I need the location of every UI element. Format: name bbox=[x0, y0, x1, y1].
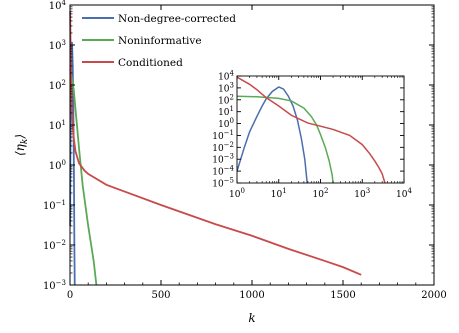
x-tick-label: 500 bbox=[151, 290, 170, 301]
inset-series-line-2 bbox=[237, 95, 334, 183]
x-tick-label: 2000 bbox=[421, 290, 446, 301]
y-tick-label: 10−1 bbox=[43, 199, 66, 212]
y-tick-label: 10−2 bbox=[43, 239, 66, 252]
y-tick-label: 103 bbox=[49, 39, 66, 52]
y-tick-label: 10−3 bbox=[43, 279, 66, 292]
inset-y-tick-label: 10−5 bbox=[212, 177, 234, 190]
inset-x-tick-label: 104 bbox=[396, 187, 412, 200]
y-tick-label: 101 bbox=[49, 119, 66, 132]
series-line-3 bbox=[69, 11, 362, 276]
inset-series-line-1 bbox=[237, 86, 308, 183]
x-tick-label: 0 bbox=[67, 290, 73, 301]
inset-background bbox=[237, 76, 404, 183]
inset-x-tick-label: 103 bbox=[354, 187, 370, 200]
legend-label: Noninformative bbox=[118, 35, 202, 47]
x-axis-label: k bbox=[248, 311, 255, 325]
x-tick-label: 1500 bbox=[330, 290, 355, 301]
x-tick-label: 1000 bbox=[239, 290, 264, 301]
inset-plot: 100 101 102 103 10410−510−410−310−210−110010… bbox=[212, 70, 412, 201]
inset-x-tick-label: 101 bbox=[271, 187, 287, 200]
legend-label: Non-degree-corrected bbox=[118, 13, 236, 25]
inset-x-tick-label: 102 bbox=[313, 187, 329, 200]
inset-series-line-3 bbox=[237, 76, 386, 183]
y-tick-label: 100 bbox=[49, 159, 66, 172]
y-axis-label: ⟨ηk⟩ bbox=[13, 134, 30, 156]
y-tick-label: 104 bbox=[49, 0, 67, 12]
inset-x-tick-label: 100 bbox=[229, 187, 245, 200]
y-tick-label: 102 bbox=[49, 79, 66, 92]
legend-label: Conditioned bbox=[118, 57, 183, 69]
